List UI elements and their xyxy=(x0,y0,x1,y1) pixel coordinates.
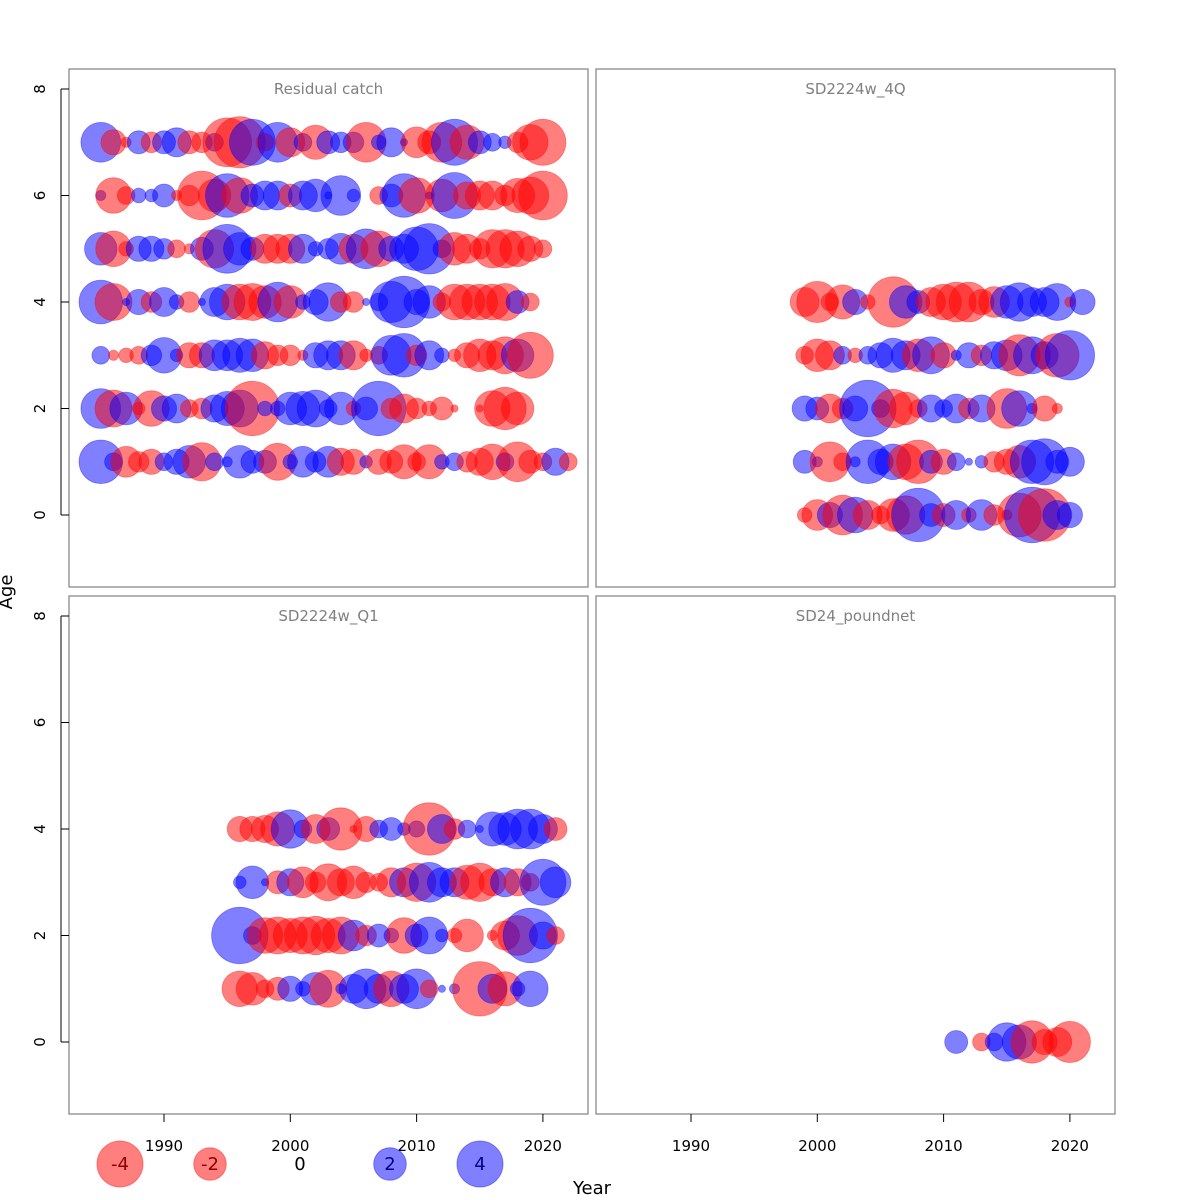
bubble-age3-2020 xyxy=(1044,330,1096,381)
bubble-age1-1994 xyxy=(205,452,224,472)
bubble-age6-1988 xyxy=(130,187,147,204)
legend-label: 4 xyxy=(474,1154,485,1175)
bubble-age0-2011 xyxy=(944,1030,969,1054)
legend-entry: 2 xyxy=(373,1147,407,1181)
panel-frame xyxy=(68,595,589,1115)
panel-title: SD24_poundnet xyxy=(796,607,916,626)
bubble-age4-2006 xyxy=(362,297,371,306)
y-tick-label: 8 xyxy=(31,84,49,94)
panel-frame xyxy=(595,68,1116,588)
bubble-age2-2018 xyxy=(500,391,535,426)
y-tick-label: 0 xyxy=(31,1037,49,1047)
bubble-age6-2005 xyxy=(346,188,361,203)
y-tick-label: 2 xyxy=(31,404,49,414)
legend-label: 2 xyxy=(384,1154,395,1175)
bubble-age4-2021 xyxy=(1069,288,1096,315)
axes-layer: 0 2 4 6 8 0 2 4 6 8 1990 2000 2010 2020 1990 2000 2010 20… xyxy=(31,84,1089,1155)
x-tick-label: 2000 xyxy=(798,1137,836,1155)
legend-bubble xyxy=(96,1140,144,1188)
bubble-group xyxy=(78,116,578,484)
legend-entry: -2 xyxy=(193,1147,227,1181)
legend-label: -2 xyxy=(201,1154,219,1175)
bubble-age6-2004 xyxy=(320,175,362,216)
bubble-age2-2019 xyxy=(1051,402,1063,414)
bubble-age1-2020 xyxy=(1055,446,1085,477)
bubble-age6-2020 xyxy=(518,170,568,221)
legend-entry: 4 xyxy=(456,1140,504,1188)
x-axis-title: Year xyxy=(572,1178,612,1199)
x-tick-label: 1990 xyxy=(145,1137,183,1155)
legend-bubble xyxy=(193,1147,227,1181)
bubble-age4-1992 xyxy=(178,291,201,313)
bubble-age3-1985 xyxy=(91,345,111,365)
legend-label: 0 xyxy=(294,1154,305,1175)
bubble-group xyxy=(944,1020,1091,1064)
bubble-age3-2021 xyxy=(539,866,572,899)
bubble-age4-2005 xyxy=(342,291,365,313)
bubble-age2-2013 xyxy=(450,404,459,413)
bubble-age0-2020 xyxy=(1056,501,1083,528)
bubble-age2-2012 xyxy=(435,928,449,943)
bubble-age4-2019 xyxy=(520,292,540,312)
panel-frame xyxy=(68,68,589,588)
bubble-age1-2012 xyxy=(437,984,446,993)
legend-label: -4 xyxy=(111,1154,129,1175)
legend-bubble xyxy=(373,1147,407,1181)
y-tick-label: 0 xyxy=(31,510,49,520)
bubble-age3-1986 xyxy=(108,349,120,361)
y-tick-label: 2 xyxy=(31,931,49,941)
y-axis-title: Age xyxy=(0,575,17,610)
y-tick-label: 6 xyxy=(31,718,49,728)
x-tick-label: 1990 xyxy=(672,1137,710,1155)
panel-residual-catch: Residual catch xyxy=(68,68,589,588)
bubble-age7-2020 xyxy=(519,118,567,166)
legend-entry: 0 xyxy=(294,1154,305,1175)
panel-sd24-poundnet: SD24_poundnet xyxy=(595,595,1116,1115)
legend-entry: -4 xyxy=(96,1140,144,1188)
bubble-age2-2014 xyxy=(450,918,484,953)
legend-layer: -4 -2 0 2 4 xyxy=(96,1140,504,1188)
panel-title: SD2224w_Q1 xyxy=(278,607,378,626)
panel-title: SD2224w_4Q xyxy=(805,80,905,99)
y-tick-label: 4 xyxy=(31,824,49,834)
panel-title: Residual catch xyxy=(274,80,383,98)
panel-sd2224w-q1: SD2224w_Q1 xyxy=(68,595,589,1115)
bubble-group xyxy=(789,276,1096,544)
bubble-age5-1991 xyxy=(167,239,186,259)
bubble-group xyxy=(211,802,572,1017)
y-tick-label: 4 xyxy=(31,297,49,307)
bubble-age3-2019 xyxy=(506,331,554,379)
legend-bubble xyxy=(456,1140,504,1188)
bubble-age2-2012 xyxy=(429,396,454,421)
bubble-age1-2019 xyxy=(512,970,549,1007)
bubble-age0-2020 xyxy=(1048,1021,1091,1064)
x-tick-label: 2020 xyxy=(524,1137,562,1155)
bubble-age4-2014 xyxy=(457,819,477,839)
panels-layer: Residual catch SD2224w_4Q SD2224w_Q1 SD24_p… xyxy=(68,68,1116,1115)
bubble-age1-2012 xyxy=(964,457,973,466)
bubble-age1-2011 xyxy=(946,452,966,472)
panel-sd2224w-4q: SD2224w_4Q xyxy=(595,68,1116,588)
y-tick-label: 6 xyxy=(31,191,49,201)
panel-frame xyxy=(595,595,1116,1115)
y-tick-label: 8 xyxy=(31,611,49,621)
bubble-age4-2021 xyxy=(543,817,568,841)
x-tick-label: 2010 xyxy=(925,1137,963,1155)
bubble-age3-2012 xyxy=(434,347,450,364)
bubble-age1-2022 xyxy=(558,452,578,472)
bubble-age5-2020 xyxy=(533,239,553,259)
x-tick-label: 2000 xyxy=(271,1137,309,1155)
x-tick-label: 2010 xyxy=(398,1137,436,1155)
bubble-age2-2021 xyxy=(546,926,565,945)
bubble-age1-2011 xyxy=(419,979,439,999)
x-tick-label: 2020 xyxy=(1051,1137,1089,1155)
